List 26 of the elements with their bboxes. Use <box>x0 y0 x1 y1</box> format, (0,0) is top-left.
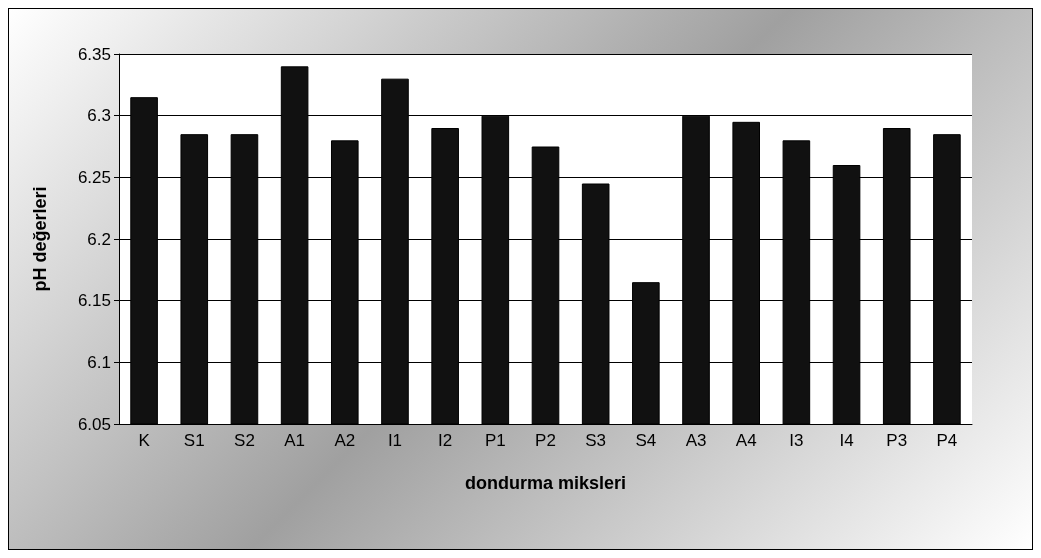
y-tick-label: 6.2 <box>87 229 111 249</box>
x-tick-label: A1 <box>284 431 306 450</box>
y-tick-label: 6.35 <box>77 44 111 64</box>
x-tick-label: S2 <box>234 431 255 450</box>
y-tick-label: 6.3 <box>87 106 111 126</box>
x-tick-label: I1 <box>387 431 403 450</box>
y-tick-label: 6.15 <box>77 291 111 311</box>
x-tick-label: P3 <box>886 431 908 450</box>
x-tick-label: S3 <box>585 431 607 450</box>
x-tick-label: A2 <box>334 431 356 450</box>
y-tick-label: 6.1 <box>87 352 111 372</box>
y-tick-label: 6.05 <box>77 414 111 434</box>
x-tick-label: A3 <box>685 431 707 450</box>
x-tick-label: A4 <box>735 431 757 450</box>
x-tick-label: P2 <box>535 431 556 450</box>
y-tick-label: 6.25 <box>77 167 111 187</box>
x-tick-label: I2 <box>438 431 453 450</box>
x-tick-label: I3 <box>789 431 804 450</box>
x-tick-label: S4 <box>635 431 657 450</box>
x-tick-label: P1 <box>484 431 506 450</box>
x-tick-label: K <box>138 431 151 450</box>
x-axis-title: dondurma miksleri <box>464 473 627 493</box>
x-tick-label: P4 <box>936 431 958 450</box>
x-tick-label: I4 <box>839 431 854 450</box>
x-tick-label: S1 <box>183 431 205 450</box>
y-axis-title: pH değerleri <box>30 186 50 292</box>
